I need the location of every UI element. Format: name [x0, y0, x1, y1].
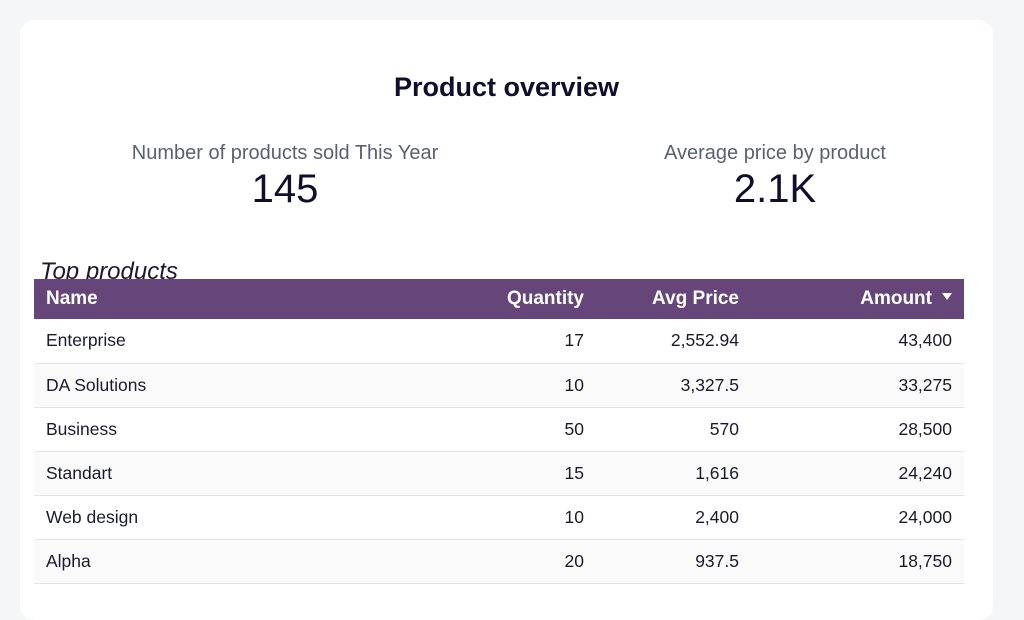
cell-amount: 18,750 — [751, 539, 964, 584]
page-title: Product overview — [393, 72, 620, 102]
cell-avg-price: 1,616 — [596, 451, 751, 496]
cell-name: Enterprise — [34, 319, 446, 364]
kpi-average-price: Average price by product 2.1K — [565, 142, 985, 212]
cell-quantity: 10 — [446, 495, 596, 540]
cell-name: Standart — [34, 451, 446, 496]
cell-avg-price: 3,327.5 — [596, 363, 751, 408]
cell-name: Web design — [34, 495, 446, 540]
table-row[interactable]: Alpha 20 937.5 18,750 — [34, 539, 964, 584]
cell-amount: 24,240 — [751, 451, 964, 496]
cell-avg-price: 2,552.94 — [596, 319, 751, 364]
cell-avg-price: 570 — [596, 407, 751, 452]
column-header-quantity[interactable]: Quantity — [506, 288, 584, 309]
kpi-value: 2.1K — [733, 167, 817, 211]
cell-avg-price: 937.5 — [596, 539, 751, 584]
cell-amount: 24,000 — [751, 495, 964, 540]
table-row[interactable]: Standart 15 1,616 24,240 — [34, 451, 964, 496]
top-products-table: Name Quantity Avg Price Amount Enterpris… — [34, 279, 964, 584]
cell-quantity: 20 — [446, 539, 596, 584]
report-card: Product overview Number of products sold… — [20, 20, 993, 620]
table-row[interactable]: Business 50 570 28,500 — [34, 407, 964, 452]
cell-name: Business — [34, 407, 446, 452]
cell-avg-price: 2,400 — [596, 495, 751, 540]
cell-quantity: 10 — [446, 363, 596, 408]
cell-quantity: 17 — [446, 319, 596, 364]
caret-down-icon[interactable] — [942, 293, 952, 301]
column-header-amount[interactable]: Amount — [751, 279, 964, 319]
kpi-value: 145 — [251, 167, 319, 211]
kpi-label: Number of products sold This Year — [131, 142, 439, 164]
cell-quantity: 15 — [446, 451, 596, 496]
cell-name: Alpha — [34, 539, 446, 584]
column-header-name[interactable]: Name — [46, 288, 98, 309]
cell-name: DA Solutions — [34, 363, 446, 408]
cell-quantity: 50 — [446, 407, 596, 452]
cell-amount: 33,275 — [751, 363, 964, 408]
column-header-avg-price[interactable]: Avg Price — [652, 288, 739, 309]
kpi-products-sold: Number of products sold This Year 145 — [75, 142, 495, 212]
cell-amount: 28,500 — [751, 407, 964, 452]
kpi-label: Average price by product — [664, 142, 886, 164]
table-row[interactable]: Web design 10 2,400 24,000 — [34, 495, 964, 540]
column-header-amount-label: Amount — [860, 288, 932, 309]
table-row[interactable]: DA Solutions 10 3,327.5 33,275 — [34, 363, 964, 408]
section-title: Top products — [40, 258, 178, 285]
table-row[interactable]: Enterprise 17 2,552.94 43,400 — [34, 319, 964, 364]
table-header-row: Name Quantity Avg Price Amount — [34, 279, 964, 319]
cell-amount: 43,400 — [751, 319, 964, 364]
